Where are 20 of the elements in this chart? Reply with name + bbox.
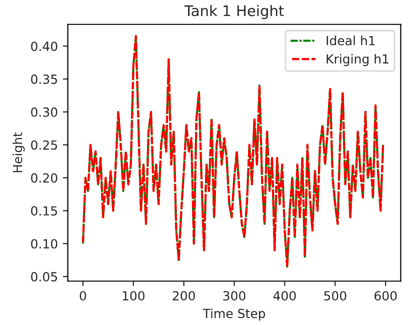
x-tick-label: 300 <box>223 291 246 301</box>
x-axis-title: Time Step <box>202 308 266 321</box>
y-tick-label: 0.30 <box>31 107 58 117</box>
legend-label: Ideal h1 <box>326 36 375 46</box>
y-axis-title: Height <box>12 132 25 172</box>
x-tick-label: 200 <box>172 291 195 301</box>
y-tick-label: 0.15 <box>31 206 57 216</box>
x-tick-label: 0 <box>80 291 86 301</box>
y-tick-label: 0.35 <box>31 74 57 84</box>
y-tick-label: 0.25 <box>31 140 57 150</box>
y-tick-label: 0.10 <box>31 239 58 249</box>
chart-title: Tank 1 Height <box>184 4 284 20</box>
x-tick-label: 100 <box>122 291 144 301</box>
x-tick-label: 400 <box>273 291 296 301</box>
y-tick-label: 0.40 <box>31 42 58 52</box>
y-tick-label: 0.20 <box>31 173 58 183</box>
x-tick-label: 600 <box>374 291 397 301</box>
x-tick-label: 500 <box>324 291 346 301</box>
legend-label: Kriging h1 <box>326 54 388 66</box>
y-tick-label: 0.05 <box>31 272 57 282</box>
